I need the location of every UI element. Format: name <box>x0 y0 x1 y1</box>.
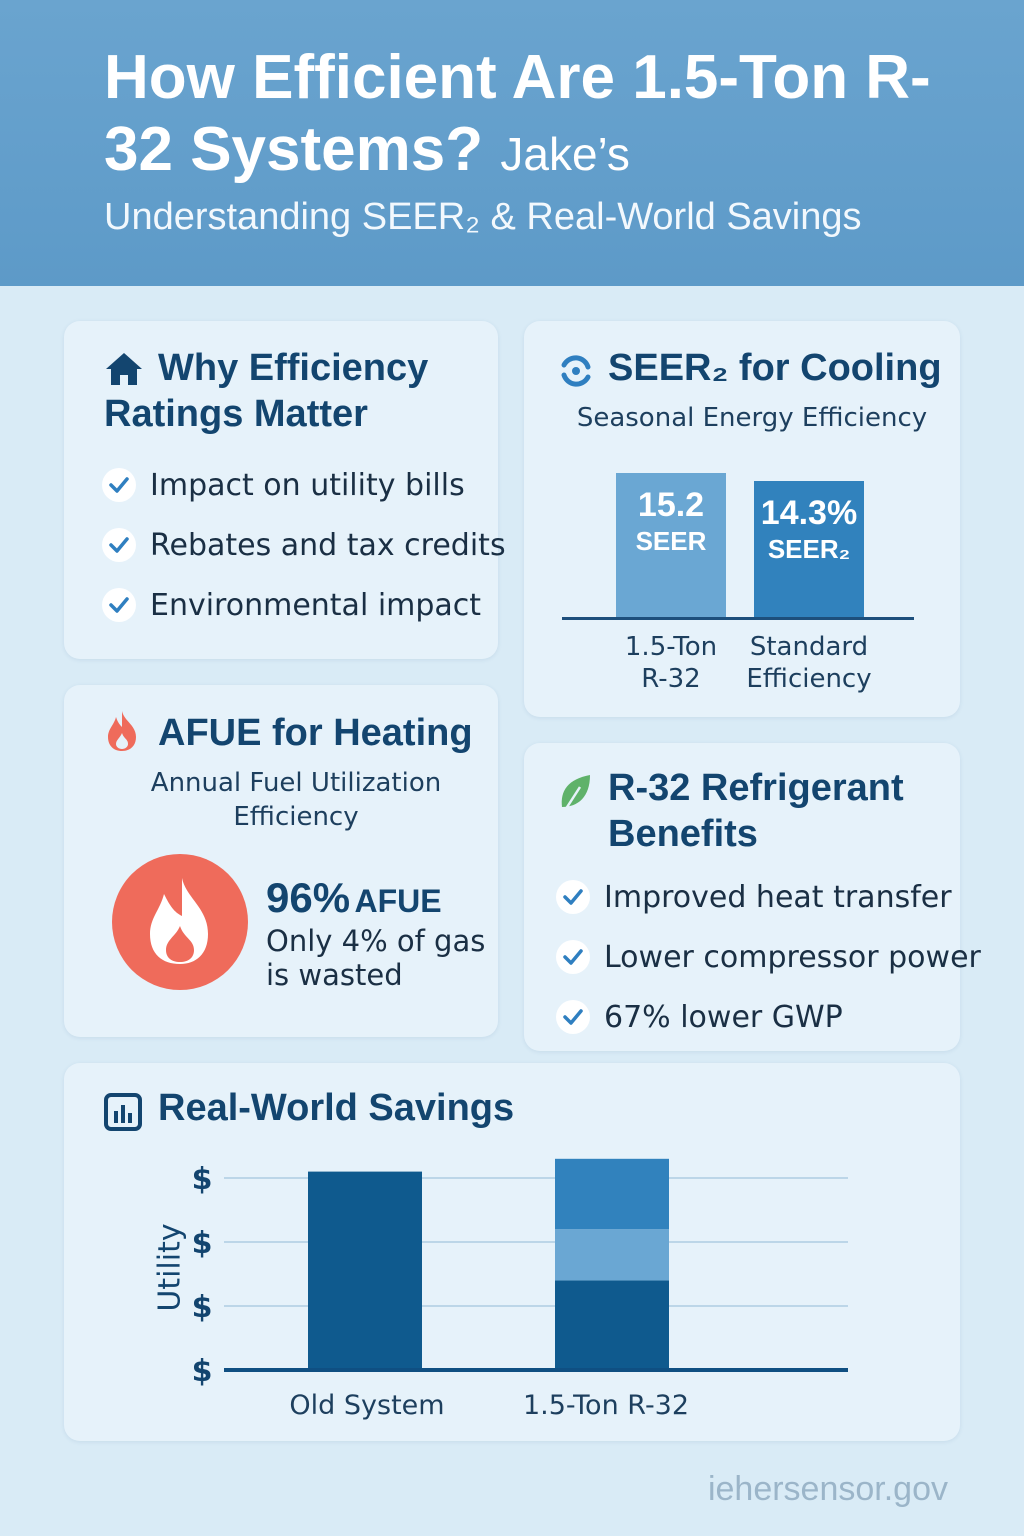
leaf-icon <box>560 775 590 816</box>
r32-list: Improved heat transfer Lower compressor … <box>556 867 981 1047</box>
savings-x-label: 1.5-Ton R-32 <box>523 1390 689 1421</box>
list-item-label: Environmental impact <box>150 587 482 623</box>
savings-title: Real-World Savings <box>158 1087 515 1129</box>
flame-icon <box>108 711 136 751</box>
seer-subtitle: Seasonal Energy Efficiency <box>576 403 928 433</box>
list-item: Lower compressor power <box>556 927 981 987</box>
list-item-label: 67% lower GWP <box>604 999 843 1035</box>
why-title: Why Efficiency Ratings Matter <box>104 347 429 435</box>
flame-badge-icon <box>112 854 248 990</box>
check-icon <box>556 940 590 974</box>
list-item: Rebates and tax credits <box>102 515 506 575</box>
afue-value: 96% AFUE <box>266 874 442 922</box>
check-icon <box>102 468 136 502</box>
seer-bar: 15.2 SEER <box>616 473 726 617</box>
seer-x-label: Standard Efficiency <box>746 632 872 694</box>
list-item-label: Rebates and tax credits <box>150 527 506 563</box>
list-item: Impact on utility bills <box>102 455 506 515</box>
afue-unit: AFUE <box>354 883 442 919</box>
seer-bar: 14.3% SEER₂ <box>754 481 864 617</box>
afue-title: AFUE for Heating <box>158 712 473 754</box>
afue-card <box>64 685 498 1037</box>
seer-bar-value: 15.2 <box>637 486 705 524</box>
r32-card: R-32 Refrigerant Benefits Improved heat … <box>524 743 981 1051</box>
savings-y-tick: $ <box>192 1354 213 1389</box>
list-item-label: Lower compressor power <box>604 939 981 975</box>
savings-y-tick: $ <box>192 1226 213 1261</box>
seer-bar-value: 14.3% <box>760 494 858 532</box>
check-icon <box>102 588 136 622</box>
savings-y-tick: $ <box>192 1162 213 1197</box>
why-list: Impact on utility bills Rebates and tax … <box>102 455 506 635</box>
savings-card: Real-World Savings <box>64 1063 960 1441</box>
refresh-icon <box>561 355 591 387</box>
afue-subtitle: Annual Fuel Utilization Efficiency <box>150 768 442 832</box>
savings-bar-segment <box>308 1171 422 1370</box>
seer-card: SEER₂ for Cooling Seasonal Energy Effici… <box>524 321 960 717</box>
savings-bar-segment <box>555 1280 669 1370</box>
list-item: Environmental impact <box>102 575 506 635</box>
house-icon <box>106 353 142 385</box>
savings-x-label: Old System <box>289 1390 444 1421</box>
savings-bar-segment <box>555 1229 669 1281</box>
savings-bar-segment <box>555 1158 669 1230</box>
brand-name: Jake’s <box>500 128 630 180</box>
seer-baseline <box>562 617 914 620</box>
check-icon <box>556 880 590 914</box>
r32-title: R-32 Refrigerant Benefits <box>608 767 904 855</box>
bar-chart-icon <box>104 1093 142 1131</box>
check-icon <box>102 528 136 562</box>
why-card: Why Efficiency Ratings Matter Impact on … <box>64 321 506 659</box>
seer-title: SEER₂ for Cooling <box>608 347 942 389</box>
footer-url[interactable]: iehersensor.gov <box>707 1470 948 1508</box>
list-item-label: Improved heat transfer <box>604 879 952 915</box>
afue-number: 96% <box>266 874 351 921</box>
page-subtitle: Understanding SEER₂ & Real-World Savings <box>104 196 862 238</box>
title-text: How Efficient Are 1.5-Ton R-32 Systems? <box>104 43 931 184</box>
afue-note: Only 4% of gas is wasted <box>266 924 486 992</box>
page-title: How Efficient Are 1.5-Ton R-32 Systems? … <box>104 42 984 190</box>
list-item: 67% lower GWP <box>556 987 981 1047</box>
list-item: Improved heat transfer <box>556 867 981 927</box>
check-icon <box>556 1000 590 1034</box>
seer-bar-unit: SEER₂ <box>767 534 851 564</box>
savings-y-tick: $ <box>192 1290 213 1325</box>
header-banner: How Efficient Are 1.5-Ton R-32 Systems? … <box>0 0 1024 286</box>
list-item-label: Impact on utility bills <box>150 467 465 503</box>
seer-x-label: 1.5-Ton R-32 <box>624 632 718 694</box>
seer-bar-unit: SEER <box>635 526 707 556</box>
